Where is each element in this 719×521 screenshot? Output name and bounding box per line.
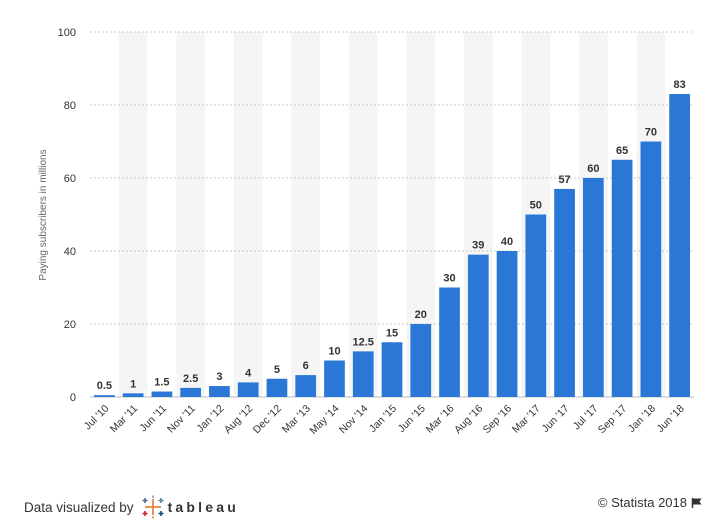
tableau-logo-icon[interactable] xyxy=(140,495,166,519)
bar-chart: 0 20 40 60 80 100 0.5 1 1.5 2.5 3 4 5 6 10 12.5 15 20 30 3… xyxy=(38,27,694,437)
bar[interactable] xyxy=(611,159,633,397)
data-label: 30 xyxy=(443,273,455,285)
x-tick-label: Nov '14 xyxy=(337,403,371,437)
data-label: 6 xyxy=(303,360,309,372)
bar[interactable] xyxy=(381,342,403,397)
credit-text: Data visualized by xyxy=(24,499,134,515)
bar[interactable] xyxy=(151,391,173,397)
y-tick-label: 40 xyxy=(64,246,76,258)
bar[interactable] xyxy=(640,141,662,398)
x-tick-label: Mar '11 xyxy=(108,403,141,436)
x-tick-label: Jul '10 xyxy=(82,403,112,433)
bar[interactable] xyxy=(94,395,115,397)
bar[interactable] xyxy=(352,351,374,397)
data-label: 50 xyxy=(530,200,542,212)
data-label: 57 xyxy=(558,174,570,186)
data-label: 12.5 xyxy=(353,336,374,348)
bar[interactable] xyxy=(295,375,317,397)
x-tick-label: Jan '15 xyxy=(367,403,399,435)
data-label: 83 xyxy=(673,79,685,91)
credit: Data visualized by tableau xyxy=(24,495,239,519)
data-label: 5 xyxy=(274,364,280,376)
bar[interactable] xyxy=(237,382,259,397)
y-tick-label: 100 xyxy=(58,27,76,39)
y-tick-label: 0 xyxy=(70,392,76,404)
background-band xyxy=(348,32,378,397)
data-label: 60 xyxy=(587,163,599,175)
data-label: 1.5 xyxy=(154,377,169,389)
data-label: 15 xyxy=(386,327,398,339)
data-label: 0.5 xyxy=(97,380,112,392)
bars xyxy=(94,94,690,398)
copyright: © Statista 2018 xyxy=(598,495,703,510)
data-label: 20 xyxy=(415,309,427,321)
bar[interactable] xyxy=(467,254,489,397)
x-tick-label: Jan '18 xyxy=(626,403,658,435)
data-label: 1 xyxy=(130,378,136,390)
x-tick-label: Nov '11 xyxy=(165,403,198,436)
background-band xyxy=(118,32,148,397)
bar[interactable] xyxy=(324,360,345,398)
data-label: 4 xyxy=(245,367,252,379)
background-band xyxy=(291,32,321,397)
bar[interactable] xyxy=(439,287,460,398)
bar[interactable] xyxy=(266,378,288,397)
bar[interactable] xyxy=(496,251,518,397)
x-tick-label: Jun '18 xyxy=(655,403,687,435)
data-label: 70 xyxy=(645,127,657,139)
x-tick-label: Aug '16 xyxy=(452,403,486,437)
copyright-text[interactable]: © Statista 2018 xyxy=(597,495,687,510)
data-label: 40 xyxy=(501,236,513,248)
bar[interactable] xyxy=(554,188,575,397)
y-tick-label: 80 xyxy=(64,100,76,112)
x-tick-label: Jan '12 xyxy=(194,403,226,435)
tableau-wordmark[interactable]: tableau xyxy=(167,499,239,515)
data-label: 39 xyxy=(472,240,484,252)
y-tick-label: 20 xyxy=(64,319,76,331)
x-tick-label: Jun '17 xyxy=(539,403,571,435)
bar[interactable] xyxy=(180,387,202,397)
bar[interactable] xyxy=(410,324,432,397)
bar[interactable] xyxy=(669,94,690,398)
x-tick-label: Jun '11 xyxy=(137,403,169,435)
x-tick-label: May '14 xyxy=(307,403,341,437)
background-band xyxy=(176,32,206,397)
background-band xyxy=(233,32,263,397)
footer: Data visualized by tableau © Statista 20… xyxy=(0,488,719,519)
x-tick-label: Mar '13 xyxy=(280,403,313,436)
data-label: 10 xyxy=(328,346,340,358)
bar[interactable] xyxy=(525,214,547,398)
x-tick-label: Mar '16 xyxy=(424,403,457,436)
x-tick-label: Sep '16 xyxy=(481,403,515,437)
y-axis-label: Paying subscribers in millions xyxy=(38,149,49,280)
y-tick-label: 60 xyxy=(64,173,76,185)
data-label: 65 xyxy=(616,145,628,157)
x-tick-label: Aug '12 xyxy=(222,403,256,437)
data-label: 3 xyxy=(216,371,222,383)
data-label: 2.5 xyxy=(183,373,198,385)
bar[interactable] xyxy=(209,386,230,397)
y-axis-ticks: 0 20 40 60 80 100 xyxy=(58,27,76,404)
data-labels: 0.5 1 1.5 2.5 3 4 5 6 10 12.5 15 20 30 39 40 50 57 60 65 70… xyxy=(97,79,686,392)
flag-icon[interactable] xyxy=(691,497,703,509)
bar[interactable] xyxy=(122,393,144,397)
x-tick-label: Sep '17 xyxy=(596,403,630,437)
bar[interactable] xyxy=(582,178,604,397)
x-tick-label: Mar '17 xyxy=(510,403,543,436)
x-tick-label: Jun '15 xyxy=(396,403,428,435)
x-tick-label: Dec '12 xyxy=(251,403,285,437)
